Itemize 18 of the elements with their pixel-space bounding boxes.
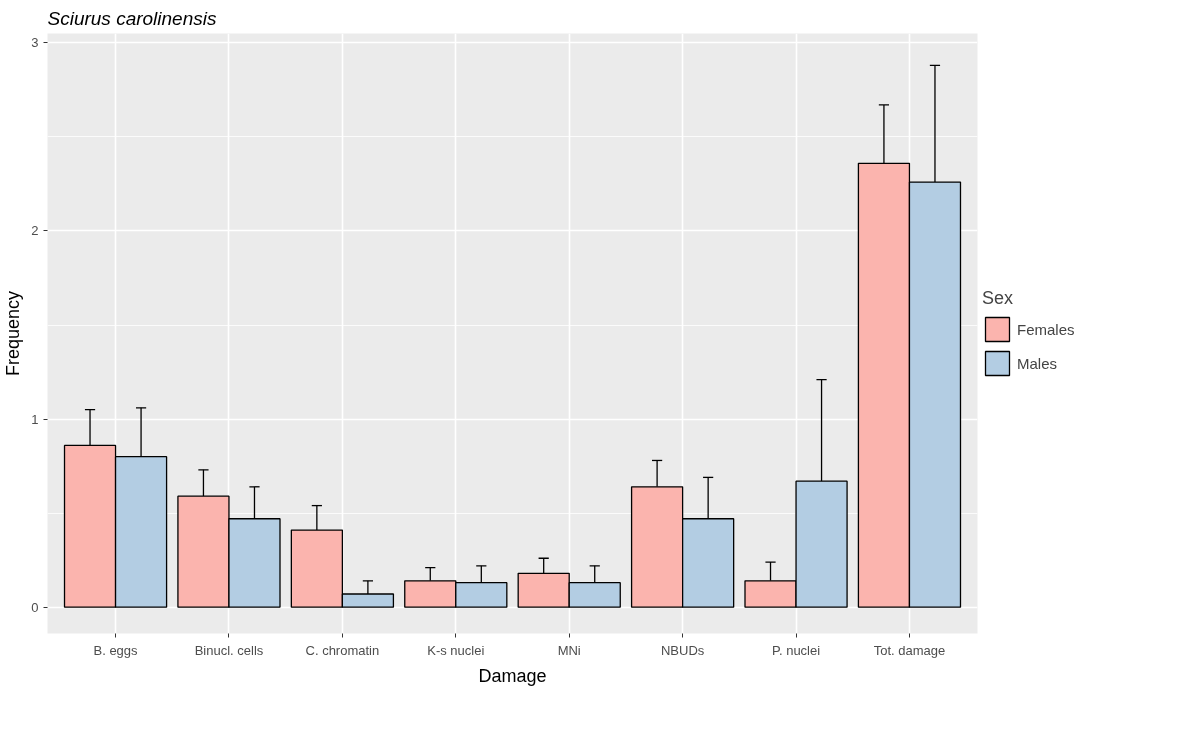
y-tick-label: 0 [31, 599, 39, 615]
legend-label: Females [1017, 320, 1075, 338]
x-tick-label: Tot. damage [873, 642, 946, 658]
x-tick-label: NBUDs [660, 642, 705, 658]
x-tick-label: P. nuclei [771, 642, 821, 658]
y-tick-label: 3 [31, 35, 39, 51]
x-tick-label: Binucl. cells [194, 642, 264, 658]
x-tick-label: K-s nuclei [427, 642, 485, 658]
x-tick-label: C. chromatin [305, 642, 380, 658]
x-tick-label: B. eggs [93, 642, 139, 658]
legend-title: Sex [982, 288, 1015, 309]
x-tick-label: MNi [557, 642, 581, 658]
y-tick-label: 2 [31, 223, 39, 239]
y-tick-label: 1 [31, 411, 39, 427]
x-axis-title: Damage [478, 665, 547, 686]
chart-title: Sciurus carolinensis [47, 7, 217, 29]
legend-label: Males [1017, 354, 1058, 372]
y-axis-title: Frequency [3, 290, 24, 377]
